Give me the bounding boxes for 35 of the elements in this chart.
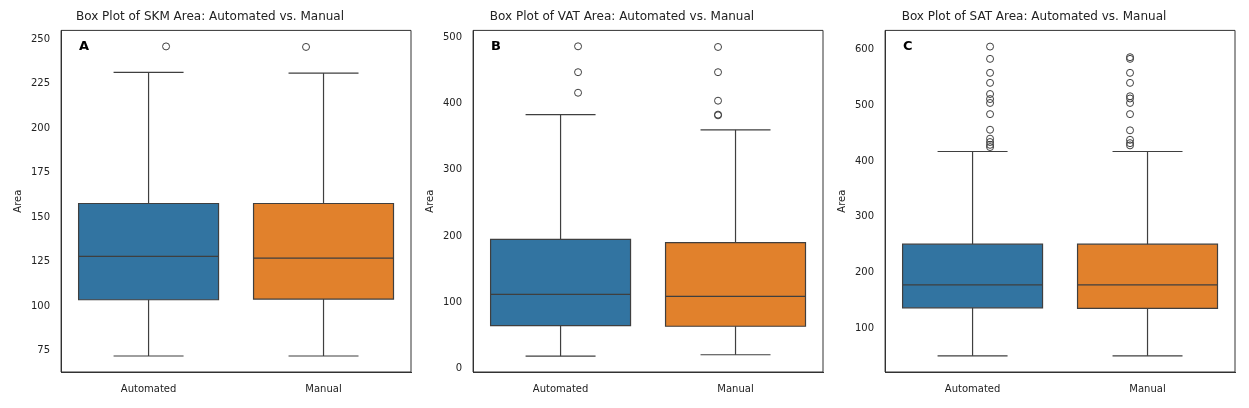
x-tick-label: Manual — [305, 382, 342, 394]
y-tick-label: 200 — [442, 229, 463, 241]
y-tick-label: 100 — [30, 299, 51, 311]
chart-title: Box Plot of SKM Area: Automated vs. Manual — [75, 9, 345, 24]
y-tick-label: 150 — [30, 210, 51, 222]
y-tick-label: 300 — [442, 163, 463, 175]
y-tick-label: 250 — [30, 32, 51, 44]
y-tick-label: 200 — [854, 266, 875, 278]
x-tick-label: Automated — [944, 382, 1001, 394]
y-axis-title: Area — [423, 189, 435, 213]
annotation: C — [903, 38, 913, 54]
chart-title: Box Plot of VAT Area: Automated vs. Manual — [489, 9, 755, 24]
y-tick-label: 600 — [854, 42, 875, 54]
y-tick-label: 100 — [442, 295, 463, 307]
x-tick-label: Manual — [1129, 382, 1166, 394]
y-tick-label: 225 — [30, 77, 51, 89]
x-tick-label: Manual — [717, 382, 754, 394]
y-tick-label: 125 — [30, 255, 51, 267]
y-tick-label: 75 — [37, 344, 51, 356]
y-tick-label: 500 — [854, 98, 875, 110]
annotation: B — [491, 38, 502, 54]
annotation: A — [79, 38, 90, 54]
y-tick-label: 300 — [854, 210, 875, 222]
x-tick-label: Automated — [532, 382, 589, 394]
y-tick-label: 400 — [442, 96, 463, 108]
y-tick-label: 400 — [854, 154, 875, 166]
y-axis-title: Area — [11, 189, 23, 213]
y-tick-label: 100 — [854, 322, 875, 334]
y-tick-label: 175 — [30, 166, 51, 178]
chart-title: Box Plot of SAT Area: Automated vs. Manual — [901, 9, 1167, 24]
y-axis-title: Area — [835, 189, 847, 213]
y-tick-label: 200 — [30, 121, 51, 133]
y-tick-label: 0 — [455, 362, 463, 374]
y-tick-label: 500 — [442, 30, 463, 42]
x-tick-label: Automated — [120, 382, 177, 394]
